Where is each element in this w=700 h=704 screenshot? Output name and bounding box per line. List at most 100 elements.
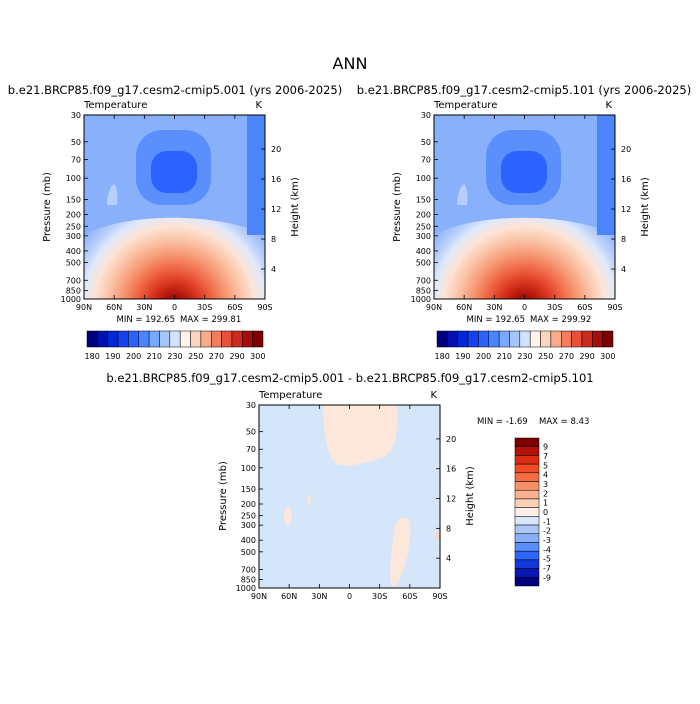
x-tick-label: 30S [547,303,562,312]
colorbar-swatch [514,498,540,508]
positive-difference-upper [323,405,398,466]
y-tick-label: 300 [241,521,256,530]
positive-difference-edge [436,532,440,540]
y2-tick-label: 16 [271,175,281,184]
colorbar-swatch [514,516,540,526]
colorbar-swatch [252,330,264,348]
tropopause-band [84,213,265,235]
y-tick-label: 850 [241,576,256,585]
y-tick-label: 70 [71,155,81,164]
y-axis-label: Pressure (mb) [42,172,53,242]
colorbar-swatch [514,568,540,578]
y-tick-label: 400 [241,536,256,545]
colorbar-label: 3 [543,480,548,489]
colorbar-swatch [519,330,531,348]
y2-axis-label: Height (km) [465,466,476,526]
colorbar-label: 180 [85,352,100,361]
colorbar-label: 300 [250,352,265,361]
colorbar-swatch [148,330,160,348]
colorbar-swatch [514,446,540,456]
x-tick-label: 30S [197,303,212,312]
colorbar-label: -3 [543,536,551,545]
colorbar-swatch [190,330,202,348]
page-title: ANN [333,54,368,73]
colorbar-label: -2 [543,527,551,536]
colorbar-label: 5 [543,461,548,470]
y-tick-label: 250 [66,222,81,231]
y2-tick-label: 4 [271,265,276,274]
y-tick-label: 850 [66,286,81,295]
colorbar-swatch [514,455,540,465]
y-tick-label: 30 [421,111,431,120]
tropical-cold-region-inner [501,151,547,193]
y2-tick-label: 8 [446,524,451,533]
y-tick-label: 400 [66,247,81,256]
y2-axis-label: Height (km) [640,177,651,237]
y2-tick-label: 4 [621,265,626,274]
y-tick-label: 30 [71,111,81,120]
colorbar-label: -9 [543,573,551,582]
colorbar-swatch [107,330,119,348]
tropopause-band [434,213,615,235]
y-axis-label: Pressure (mb) [218,461,229,531]
colorbar-swatch [457,330,469,348]
x-tick-label: 60N [106,303,122,312]
min-label: MIN = 192.65 [467,315,525,325]
y-tick-label: 150 [241,485,256,494]
min-label: MIN = 192.65 [117,315,175,325]
colorbar-swatch [117,330,129,348]
colorbar-swatch [571,330,583,348]
colorbar-label: -7 [543,564,551,573]
y-tick-label: 200 [66,211,81,220]
x-tick-label: 90S [432,592,447,601]
y-tick-label: 50 [246,428,256,437]
y-tick-label: 1000 [236,584,256,593]
tropical-cold-region-inner [151,151,197,193]
x-tick-label: 90N [251,592,267,601]
y2-tick-label: 20 [621,145,631,154]
colorbar-label: 4 [543,471,548,480]
colorbar-swatch [514,507,540,517]
difference-field [259,405,440,588]
y-tick-label: 70 [421,155,431,164]
colorbar-label: 210 [497,352,512,361]
colorbar-label: 1 [543,499,548,508]
y-tick-label: 250 [416,222,431,231]
colorbar-swatch [514,437,540,447]
y-tick-label: 700 [241,565,256,574]
y-tick-label: 30 [246,401,256,410]
x-tick-label: 90N [76,303,92,312]
y-tick-label: 300 [416,232,431,241]
colorbar-swatch [514,481,540,491]
colorbar-label: 9 [543,443,548,452]
max-label: MAX = 299.81 [180,315,241,325]
colorbar-label: 230 [517,352,532,361]
polar-cold-region [247,115,265,235]
colorbar-swatch [529,330,541,348]
y2-tick-label: 16 [621,175,631,184]
y-tick-label: 50 [421,138,431,147]
max-label: MAX = 8.43 [539,417,589,427]
colorbar-label: 0 [543,508,548,517]
panel-model-001: b.e21.BRCP85.f09_g17.cesm2-cmip5.001 (yr… [8,83,342,361]
y-tick-label: 100 [416,174,431,183]
colorbar-swatch [592,330,603,348]
min-label: MIN = -1.69 [477,417,528,427]
y-tick-label: 400 [416,247,431,256]
y2-tick-label: 8 [621,235,626,244]
x-tick-label: 30N [311,592,327,601]
units-label: K [430,390,437,401]
y-tick-label: 100 [241,464,256,473]
small-warm-patch [107,184,118,205]
units-label: K [605,100,612,111]
colorbar-label: -1 [543,517,551,526]
colorbar-swatch [602,330,614,348]
colorbar-label: 210 [147,352,162,361]
panel-model-101: b.e21.BRCP85.f09_g17.cesm2-cmip5.101 (yr… [357,83,691,361]
colorbar-swatch [231,330,243,348]
colorbar-label: 200 [476,352,491,361]
x-tick-label: 60S [227,303,242,312]
colorbar-swatch [514,559,540,569]
panel-title: b.e21.BRCP85.f09_g17.cesm2-cmip5.101 (yr… [357,83,691,97]
